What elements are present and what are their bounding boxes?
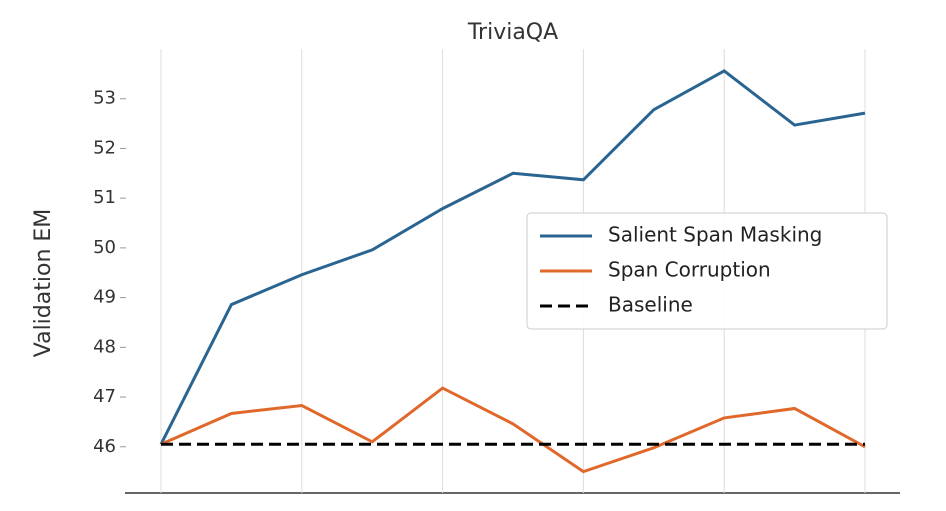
- legend-label: Span Corruption: [608, 258, 771, 282]
- y-tick-label: 48: [93, 336, 116, 357]
- line-series: [159, 69, 866, 445]
- y-tick-label: 46: [93, 436, 116, 457]
- legend-label: Salient Span Masking: [608, 223, 822, 247]
- legend-label: Baseline: [608, 293, 693, 317]
- y-tick-label: 49: [93, 287, 116, 308]
- y-tick-label: 53: [93, 88, 116, 109]
- y-tick-label: 51: [93, 187, 116, 208]
- y-tick-label: 52: [93, 137, 116, 158]
- y-axis-label: Validation EM: [31, 209, 56, 358]
- legend-box: [526, 212, 888, 330]
- line-series: [160, 386, 866, 474]
- y-tick-label: 47: [93, 386, 116, 407]
- y-tick-label: 50: [93, 237, 116, 258]
- legend: Salient Span Masking Span Corruption Basel…: [526, 212, 888, 330]
- chart-title: TriviaQA: [467, 20, 558, 45]
